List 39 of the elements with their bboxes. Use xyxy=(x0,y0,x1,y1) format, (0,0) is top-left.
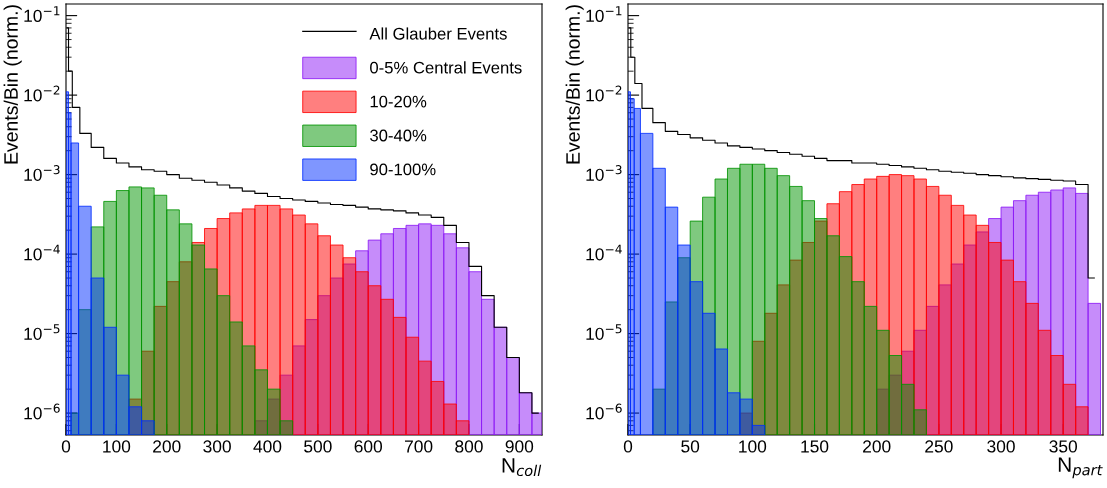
x-tick-label: 300 xyxy=(987,440,1015,453)
x-tick-label: 700 xyxy=(405,440,433,453)
y-tick-label: 10$^{−1}$ xyxy=(586,6,622,22)
legend-label: All Glauber Events xyxy=(369,27,507,40)
legend-label: 0-5% Central Events xyxy=(370,61,522,74)
y-tick-label: 10$^{−4}$ xyxy=(24,244,60,261)
y-tick-label: 10$^{−2}$ xyxy=(24,85,60,102)
y-tick-label: 10$^{−5}$ xyxy=(24,324,60,340)
y-tick-label: 10$^{−4}$ xyxy=(586,244,622,261)
y-tick-label: 10$^{−3}$ xyxy=(586,165,622,181)
x-tick-label: 400 xyxy=(253,440,282,453)
y-tick-label: 10$^{−6}$ xyxy=(586,403,622,420)
x-tick-label: 900 xyxy=(505,440,534,453)
x-tick-label: 200 xyxy=(863,440,891,453)
legend-label: 10-20% xyxy=(370,95,427,108)
x-tick-label: 50 xyxy=(681,440,700,453)
x-tick-label: 200 xyxy=(153,440,181,453)
x-tick-label: 100 xyxy=(739,440,767,453)
legend-label: 30-40% xyxy=(370,129,427,142)
y-tick-label: 10$^{−6}$ xyxy=(24,403,60,420)
x-tick-label: 800 xyxy=(455,440,483,453)
y-axis-title: Events/Bin (norm.) xyxy=(3,5,22,164)
x-axis-title: N$_{part}$ xyxy=(1058,457,1103,479)
x-tick-label: 300 xyxy=(203,440,231,453)
x-tick-label: 0 xyxy=(623,440,633,453)
x-axis-title: N$_{coll}$ xyxy=(502,458,542,477)
x-tick-label: 600 xyxy=(354,440,383,453)
x-tick-label: 0 xyxy=(61,440,71,453)
x-tick-label: 350 xyxy=(1049,440,1078,453)
legend-label: 90-100% xyxy=(370,163,436,176)
x-tick-label: 100 xyxy=(103,440,131,453)
x-tick-label: 250 xyxy=(925,440,953,453)
x-tick-label: 500 xyxy=(304,440,332,453)
y-tick-label: 10$^{−5}$ xyxy=(586,324,622,340)
y-tick-label: 10$^{−2}$ xyxy=(586,85,622,102)
x-tick-label: 150 xyxy=(801,440,829,453)
y-axis-title: Events/Bin (norm.) xyxy=(565,5,584,164)
y-tick-label: 10$^{−3}$ xyxy=(24,165,60,181)
y-tick-label: 10$^{−1}$ xyxy=(24,6,60,22)
